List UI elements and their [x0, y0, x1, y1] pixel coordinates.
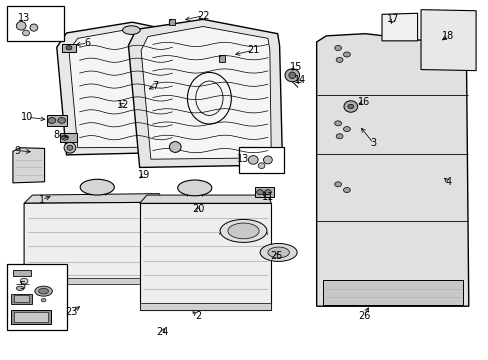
Text: 11: 11	[261, 192, 273, 202]
Ellipse shape	[30, 24, 38, 31]
Text: 3: 3	[370, 139, 376, 148]
Ellipse shape	[263, 156, 272, 164]
Circle shape	[58, 118, 65, 123]
Ellipse shape	[260, 243, 297, 261]
Bar	[168, 19, 174, 25]
Polygon shape	[57, 22, 184, 155]
Circle shape	[20, 278, 28, 284]
Bar	[14, 296, 29, 302]
Polygon shape	[316, 34, 468, 306]
Ellipse shape	[343, 101, 357, 112]
Text: 23: 23	[65, 307, 78, 317]
Bar	[238, 147, 283, 173]
Ellipse shape	[288, 72, 295, 78]
Circle shape	[41, 298, 46, 302]
Ellipse shape	[220, 220, 266, 242]
Text: 16: 16	[357, 97, 369, 107]
Text: 10: 10	[21, 112, 34, 122]
Ellipse shape	[80, 179, 114, 195]
Polygon shape	[141, 27, 271, 159]
Text: 17: 17	[386, 14, 399, 24]
Polygon shape	[140, 195, 271, 203]
Text: 14: 14	[294, 75, 306, 85]
Ellipse shape	[64, 142, 76, 153]
Text: 2: 2	[195, 311, 201, 320]
Circle shape	[343, 188, 349, 193]
Text: 26: 26	[357, 311, 369, 320]
Text: 19: 19	[138, 170, 150, 180]
Circle shape	[335, 57, 342, 62]
Text: 12: 12	[117, 100, 129, 111]
Ellipse shape	[39, 288, 48, 294]
Ellipse shape	[35, 286, 52, 296]
Bar	[61, 44, 76, 51]
Text: 13: 13	[237, 154, 249, 164]
Ellipse shape	[248, 156, 258, 164]
Text: 20: 20	[192, 204, 204, 215]
Ellipse shape	[285, 69, 299, 82]
Ellipse shape	[227, 223, 259, 239]
Text: 4: 4	[445, 177, 450, 187]
Bar	[140, 303, 271, 310]
Text: 5: 5	[20, 281, 26, 291]
Ellipse shape	[16, 286, 24, 291]
Circle shape	[264, 190, 271, 195]
Ellipse shape	[258, 163, 264, 168]
Text: 8: 8	[54, 130, 60, 140]
Polygon shape	[69, 29, 176, 148]
Circle shape	[334, 182, 341, 187]
Ellipse shape	[67, 145, 73, 150]
Text: 13: 13	[18, 13, 30, 23]
Bar	[11, 310, 51, 324]
Circle shape	[256, 190, 263, 195]
Polygon shape	[24, 202, 163, 284]
Circle shape	[66, 45, 72, 50]
Polygon shape	[128, 19, 282, 167]
Bar	[255, 187, 273, 197]
Polygon shape	[381, 13, 417, 41]
Polygon shape	[140, 203, 271, 310]
Ellipse shape	[169, 141, 181, 152]
Circle shape	[334, 45, 341, 50]
Text: 9: 9	[15, 145, 21, 156]
Circle shape	[343, 127, 349, 132]
Bar	[47, 115, 67, 126]
Bar	[11, 294, 32, 304]
Bar	[24, 278, 163, 284]
Polygon shape	[420, 10, 475, 71]
Text: 6: 6	[84, 38, 90, 48]
Ellipse shape	[267, 247, 289, 258]
Ellipse shape	[22, 30, 29, 36]
Circle shape	[347, 104, 353, 109]
Polygon shape	[13, 148, 44, 183]
Circle shape	[335, 134, 342, 139]
Text: 24: 24	[156, 327, 168, 337]
Circle shape	[48, 118, 56, 123]
Bar	[6, 6, 64, 41]
Circle shape	[334, 121, 341, 126]
Circle shape	[343, 52, 349, 57]
Text: 1: 1	[39, 195, 45, 205]
Bar	[13, 270, 31, 276]
Ellipse shape	[177, 180, 211, 196]
Bar	[322, 280, 462, 305]
Text: 18: 18	[441, 31, 453, 41]
Bar	[60, 134, 77, 142]
Bar	[219, 55, 224, 62]
Circle shape	[61, 135, 68, 140]
Bar	[14, 312, 48, 322]
Ellipse shape	[16, 22, 26, 30]
Polygon shape	[24, 194, 163, 203]
Text: 25: 25	[269, 251, 282, 261]
Text: 15: 15	[289, 62, 301, 72]
Bar	[6, 264, 67, 330]
Ellipse shape	[122, 26, 140, 35]
Text: 21: 21	[246, 45, 259, 55]
Text: 7: 7	[152, 81, 159, 91]
Text: 22: 22	[196, 11, 209, 21]
